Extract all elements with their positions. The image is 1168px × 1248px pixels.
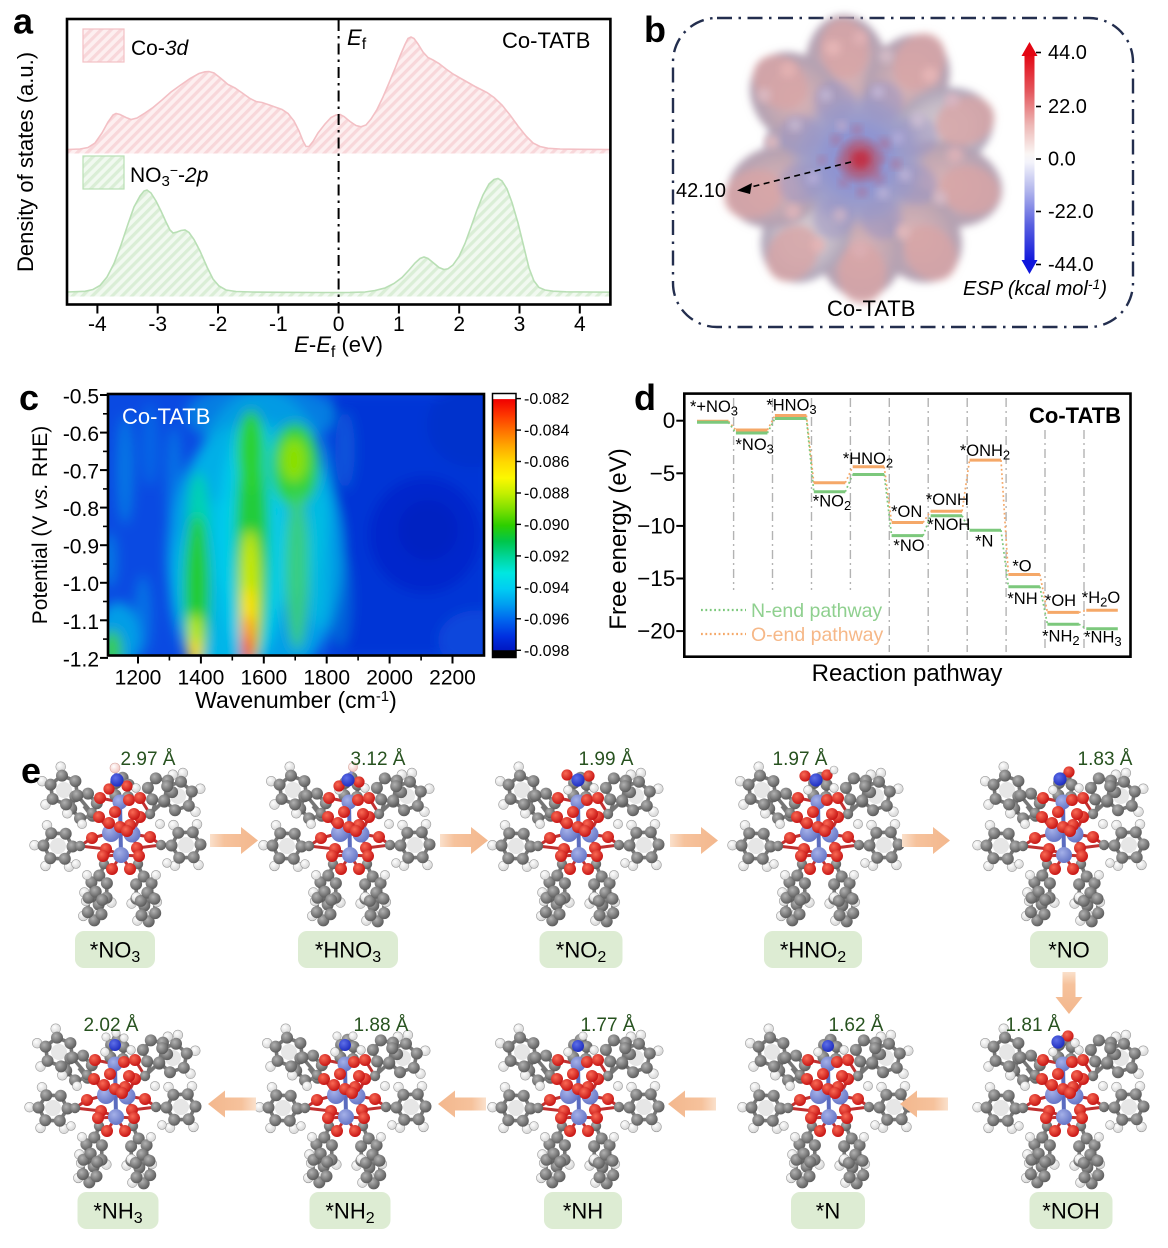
svg-text:NO3−-2p: NO3−-2p	[130, 162, 208, 190]
svg-text:*N: *N	[816, 1199, 840, 1224]
svg-text:1.62 Å: 1.62 Å	[829, 1015, 884, 1036]
svg-text:1.81 Å: 1.81 Å	[1006, 1015, 1061, 1036]
svg-text:*NH2: *NH2	[1042, 628, 1080, 649]
svg-text:N-end pathway: N-end pathway	[751, 600, 882, 622]
svg-text:*ONH: *ONH	[926, 491, 969, 509]
svg-text:*NOH: *NOH	[1042, 1199, 1099, 1224]
svg-text:-0.082: -0.082	[524, 391, 569, 408]
svg-text:1.97 Å: 1.97 Å	[773, 749, 828, 770]
svg-text:*+NO3: *+NO3	[690, 398, 738, 419]
svg-text:-0.086: -0.086	[524, 454, 569, 471]
svg-text:-44.0: -44.0	[1048, 254, 1094, 276]
svg-text:-1.2: -1.2	[63, 648, 99, 671]
svg-text:1200: 1200	[115, 667, 162, 690]
svg-text:-0.090: -0.090	[524, 517, 569, 534]
svg-text:-0.094: -0.094	[524, 580, 569, 597]
svg-text:Co-TATB: Co-TATB	[827, 296, 915, 321]
svg-text:*NOH: *NOH	[927, 516, 970, 534]
svg-text:−10: −10	[637, 513, 675, 538]
svg-text:*H2O: *H2O	[1082, 589, 1121, 610]
svg-text:e: e	[21, 750, 41, 791]
svg-text:2000: 2000	[366, 667, 413, 690]
svg-text:-2: -2	[209, 313, 228, 336]
svg-text:-1.1: -1.1	[63, 611, 99, 634]
svg-text:44.0: 44.0	[1048, 42, 1087, 64]
svg-text:-0.6: -0.6	[63, 423, 99, 446]
svg-text:*NH: *NH	[1007, 590, 1037, 608]
svg-text:*HNO3: *HNO3	[766, 397, 816, 418]
svg-text:*ON: *ON	[891, 503, 922, 521]
svg-text:2.02 Å: 2.02 Å	[84, 1015, 139, 1036]
svg-text:2.97 Å: 2.97 Å	[121, 749, 176, 770]
svg-text:−5: −5	[650, 461, 676, 486]
svg-text:*ONH2: *ONH2	[960, 442, 1010, 463]
svg-text:−20: −20	[637, 619, 675, 644]
svg-text:d: d	[634, 377, 656, 418]
svg-text:-1.0: -1.0	[63, 573, 99, 596]
svg-text:-0.098: -0.098	[524, 643, 569, 660]
svg-text:*NO3: *NO3	[735, 436, 773, 457]
svg-text:c: c	[19, 377, 39, 418]
svg-text:*O: *O	[1012, 558, 1031, 576]
svg-text:1.83 Å: 1.83 Å	[1078, 749, 1133, 770]
svg-text:1.88 Å: 1.88 Å	[354, 1015, 409, 1036]
svg-text:4: 4	[574, 313, 586, 336]
svg-text:-0.8: -0.8	[63, 498, 99, 521]
svg-text:Potential (V vs. RHE): Potential (V vs. RHE)	[29, 426, 52, 624]
svg-text:3.12 Å: 3.12 Å	[351, 749, 406, 770]
svg-text:*HNO3: *HNO3	[315, 938, 381, 967]
svg-text:0: 0	[663, 408, 676, 433]
svg-text:-1: -1	[269, 313, 288, 336]
svg-text:Co-TATB: Co-TATB	[502, 28, 590, 53]
svg-text:22.0: 22.0	[1048, 96, 1087, 118]
svg-text:*NO: *NO	[893, 537, 924, 555]
svg-text:Density of states (a.u.): Density of states (a.u.)	[13, 52, 38, 272]
svg-text:*OH: *OH	[1045, 592, 1076, 610]
svg-text:-0.9: -0.9	[63, 536, 99, 559]
svg-text:b: b	[644, 9, 666, 50]
svg-text:−15: −15	[637, 566, 675, 591]
svg-text:1.77 Å: 1.77 Å	[581, 1015, 636, 1036]
svg-text:Co-TATB: Co-TATB	[122, 404, 210, 429]
svg-text:Ef: Ef	[347, 25, 367, 53]
svg-text:1600: 1600	[240, 667, 287, 690]
svg-text:-0.7: -0.7	[63, 461, 99, 484]
svg-text:ESP (kcal mol-1): ESP (kcal mol-1)	[963, 276, 1107, 300]
svg-text:1.99 Å: 1.99 Å	[579, 749, 634, 770]
svg-text:Free energy (eV): Free energy (eV)	[605, 448, 632, 629]
svg-text:2: 2	[453, 313, 465, 336]
svg-text:*NO2: *NO2	[813, 493, 851, 514]
svg-text:0: 0	[333, 313, 345, 336]
svg-text:-0.084: -0.084	[524, 423, 569, 440]
svg-text:2200: 2200	[429, 667, 476, 690]
svg-text:*HNO2: *HNO2	[843, 450, 893, 471]
svg-text:42.10: 42.10	[676, 180, 726, 202]
svg-text:-22.0: -22.0	[1048, 201, 1094, 223]
svg-text:Co-3d: Co-3d	[131, 37, 190, 60]
svg-text:Wavenumber (cm-1): Wavenumber (cm-1)	[195, 687, 397, 713]
svg-text:-0.096: -0.096	[524, 611, 569, 628]
svg-text:3: 3	[514, 313, 526, 336]
svg-text:-3: -3	[148, 313, 167, 336]
svg-text:-0.092: -0.092	[524, 548, 569, 565]
svg-text:1800: 1800	[303, 667, 350, 690]
svg-text:Reaction pathway: Reaction pathway	[812, 660, 1003, 687]
svg-text:-4: -4	[88, 313, 107, 336]
svg-text:*HNO2: *HNO2	[780, 938, 846, 967]
svg-text:1: 1	[393, 313, 405, 336]
svg-text:*N: *N	[975, 533, 993, 551]
svg-text:E-Ef (eV): E-Ef (eV)	[294, 332, 383, 361]
svg-text:*NH: *NH	[563, 1199, 603, 1224]
svg-text:1400: 1400	[178, 667, 225, 690]
svg-text:-0.5: -0.5	[63, 386, 99, 409]
svg-text:-0.088: -0.088	[524, 486, 569, 503]
svg-text:O-end pathway: O-end pathway	[751, 624, 883, 646]
svg-text:*NO: *NO	[1048, 938, 1090, 963]
svg-text:*NH3: *NH3	[1084, 629, 1122, 650]
svg-text:a: a	[13, 1, 34, 42]
svg-text:Co-TATB: Co-TATB	[1029, 403, 1121, 428]
svg-text:0.0: 0.0	[1048, 149, 1076, 171]
